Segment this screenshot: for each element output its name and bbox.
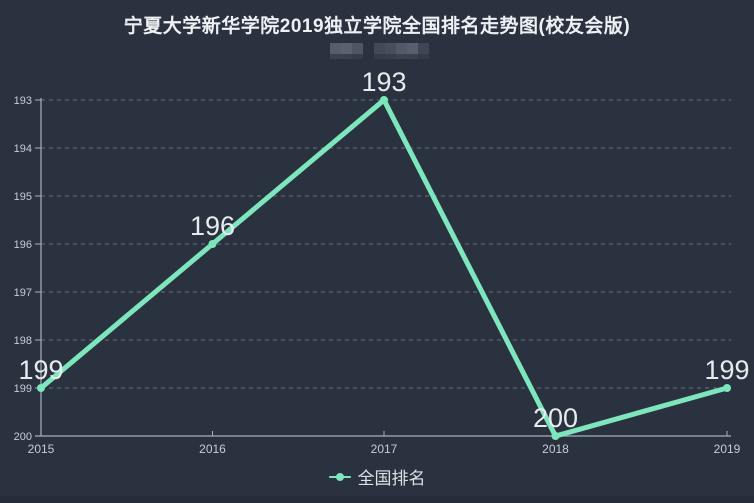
watermark-block [330,43,341,59]
watermark-block [407,43,418,59]
value-label: 196 [190,211,235,241]
chart-title: 宁夏大学新华学院2019独立学院全国排名走势图(校友会版) [123,16,631,37]
x-tick-label: 2018 [542,442,569,456]
blurred-watermark [330,43,429,59]
data-point [551,432,560,440]
y-tick-label: 199 [14,383,32,395]
x-tick-label: 2016 [199,442,226,456]
data-point [37,384,45,392]
watermark-block [352,43,363,59]
x-tick-label: 2019 [714,442,741,456]
y-tick-label: 194 [14,143,32,155]
legend-item-national-ranking[interactable]: 全国排名 [0,464,754,489]
value-label: 200 [533,403,578,433]
data-point [380,96,388,104]
value-label: 199 [704,355,749,385]
value-label: 199 [18,355,63,385]
x-tick-label: 2015 [28,442,55,456]
data-point [723,384,731,392]
value-label: 193 [361,67,406,97]
watermark-block [374,43,385,59]
y-tick-label: 198 [14,335,32,347]
y-tick-label: 193 [14,95,32,107]
legend-dot-icon [335,472,344,481]
legend-label: 全国排名 [357,469,426,488]
y-tick-label: 195 [14,191,32,203]
data-point [208,240,217,248]
watermark-block [418,43,429,59]
y-tick-label: 197 [14,287,32,299]
line-series-legend-icon [328,472,351,482]
footer-bar [0,496,754,503]
y-tick-label: 196 [14,239,32,251]
watermark-block [396,43,407,59]
series-line [38,96,730,439]
y-tick-label: 200 [14,431,32,443]
watermark-block [341,43,352,59]
watermark-block [385,43,396,59]
x-tick-label: 2017 [371,442,398,456]
